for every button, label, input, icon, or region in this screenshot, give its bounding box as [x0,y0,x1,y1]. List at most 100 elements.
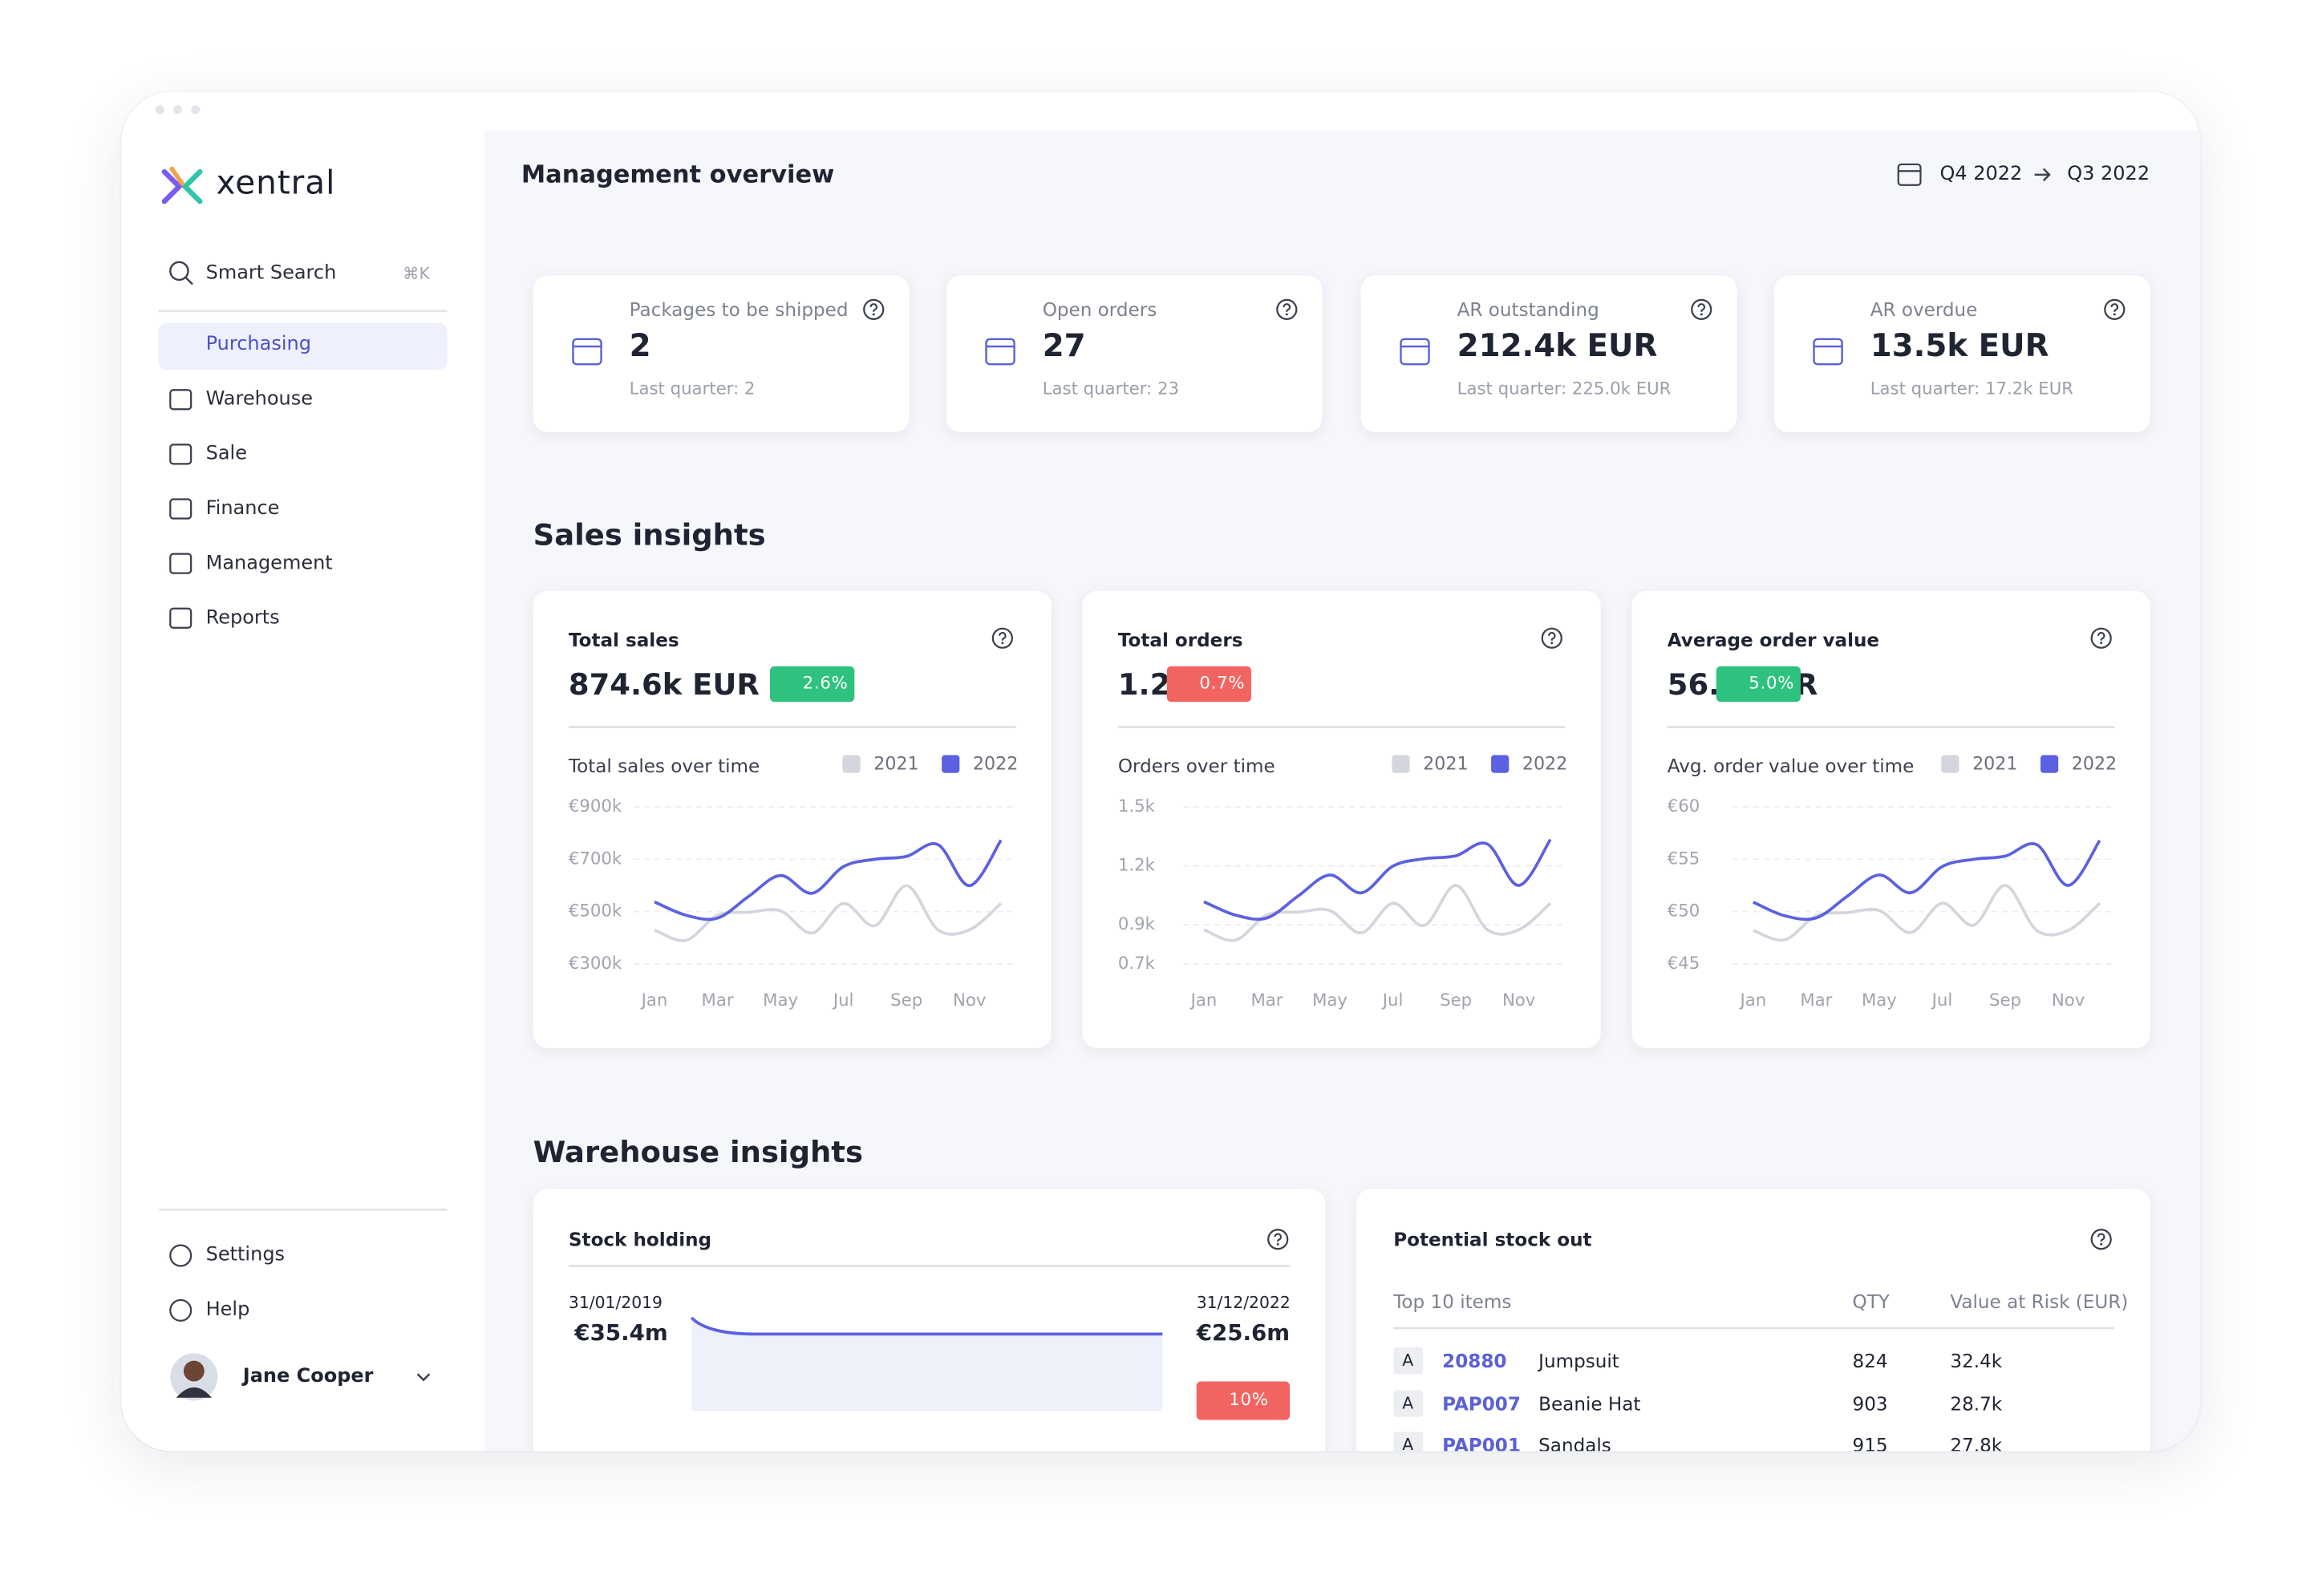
change-value: 2.6% [802,672,849,694]
item-qty: 903 [1852,1391,1888,1415]
x-tick-label: May [1862,990,1897,1011]
stock-out-card [1356,1189,2150,1452]
nav-item[interactable]: Help [205,1298,250,1322]
y-tick-label: €300k [569,954,622,974]
x-tick-label: Jul [1381,990,1404,1011]
y-tick-label: €45 [1668,954,1700,974]
item-name: Jumpsuit [1538,1349,1619,1372]
nav-icon [169,498,192,520]
period-start[interactable]: Q4 2022 [1939,163,2023,186]
avatar-head [183,1360,205,1382]
search-shortcut: ⌘K [403,264,430,284]
help-icon [1541,627,1562,649]
item-code[interactable]: PAP007 [1442,1391,1521,1415]
help-icon-dot [1276,1242,1279,1246]
legend-label: 2022 [972,753,1019,775]
section-title: Warehouse insights [533,1134,863,1170]
help-icon-mark [2097,1233,2105,1242]
window-dot [191,105,201,115]
period-end[interactable]: Q3 2022 [2067,163,2150,186]
nav-icon [169,553,192,574]
y-tick-label: €700k [569,849,622,869]
series-line [1203,884,1552,942]
item-qty: 824 [1852,1349,1888,1372]
help-icon-dot [1285,313,1288,316]
kpi-label: Open orders [1042,298,1157,321]
kpi-previous: Last quarter: 225.0k EUR [1457,377,1672,399]
nav-icon [169,1244,192,1267]
user-name[interactable]: Jane Cooper [242,1365,374,1388]
x-tick-label: Jul [832,990,854,1011]
help-icon-dot [1700,313,1703,316]
nav-active-bg [158,322,448,371]
help-icon [1276,298,1298,320]
x-tick-label: Nov [2052,990,2085,1011]
nav-item[interactable]: Settings [205,1244,286,1266]
legend-swatch [1491,755,1510,773]
y-tick-label: 0.9k [1118,914,1156,934]
column-header: Top 10 items [1393,1290,1512,1313]
change-value: 0.7% [1199,672,1246,694]
x-tick-label: May [1312,990,1348,1011]
arrow-icon [2034,168,2051,182]
kpi-value: 13.5k EUR [1870,327,2049,364]
legend-label: 2021 [1972,753,2018,775]
item-code[interactable]: 20880 [1442,1349,1507,1372]
x-tick-label: Mar [1250,990,1283,1011]
nav-item[interactable]: Purchasing [205,333,311,356]
stock-line [690,1316,1163,1336]
help-icon [2104,298,2126,320]
legend-swatch [2040,755,2059,773]
end-date: 31/12/2022 [1196,1293,1291,1313]
help-icon [2090,1229,2112,1250]
nav-icon [169,389,192,411]
legend-label: 2022 [1522,753,1568,775]
x-tick-label: Sep [1989,990,2021,1011]
help-icon-mark [1283,303,1291,312]
item-code[interactable]: PAP001 [1442,1434,1521,1452]
card-title: Total orders [1117,628,1243,651]
nav-item[interactable]: Reports [205,606,280,630]
x-tick-label: May [763,990,798,1011]
nav-item[interactable]: Management [205,552,333,574]
change-badge [1166,666,1252,703]
y-tick-label: €50 [1668,901,1700,922]
help-icon-dot [2113,313,2116,316]
x-tick-label: Sep [1440,990,1472,1011]
legend-swatch [1392,755,1410,773]
nav-icon [169,607,192,629]
search-icon [169,261,189,282]
help-icon [1691,298,1712,320]
legend-label: 2021 [1423,753,1469,775]
start-value: €35.4m [574,1319,668,1347]
x-tick-label: Mar [1800,990,1832,1011]
end-value: €25.6m [1196,1319,1291,1347]
nav-item[interactable]: Finance [205,497,280,520]
x-tick-label: Jan [1738,990,1766,1011]
kpi-icon [985,338,1015,366]
x-tick-label: Jul [1931,990,1953,1011]
app-content: €300k €500k €700k €900k Jan Mar May Jul Sep Nov 0.… [121,91,2201,1452]
series-line [654,884,1003,942]
help-icon-mark [1697,303,1706,312]
x-tick-label: Jan [640,990,668,1011]
stock-area [691,1318,1163,1412]
series-line [1753,884,2101,942]
change-badge [1196,1381,1291,1420]
series-line [654,839,1003,922]
legend-label: 2022 [2071,753,2118,775]
item-value-at-risk: 27.8k [1950,1434,2003,1452]
item-value-at-risk: 28.7k [1950,1391,2003,1415]
help-icon-mark [2097,631,2105,641]
kpi-icon [572,338,602,366]
logo-mark [161,168,183,205]
x-tick-label: Sep [890,990,922,1011]
nav-item[interactable]: Sale [205,443,247,465]
search-input[interactable]: Smart Search [205,262,337,285]
avatar-body [176,1387,213,1398]
kpi-value: 27 [1042,327,1086,364]
nav-item[interactable]: Warehouse [205,387,314,411]
card-value: 874.6k EUR [568,666,760,703]
